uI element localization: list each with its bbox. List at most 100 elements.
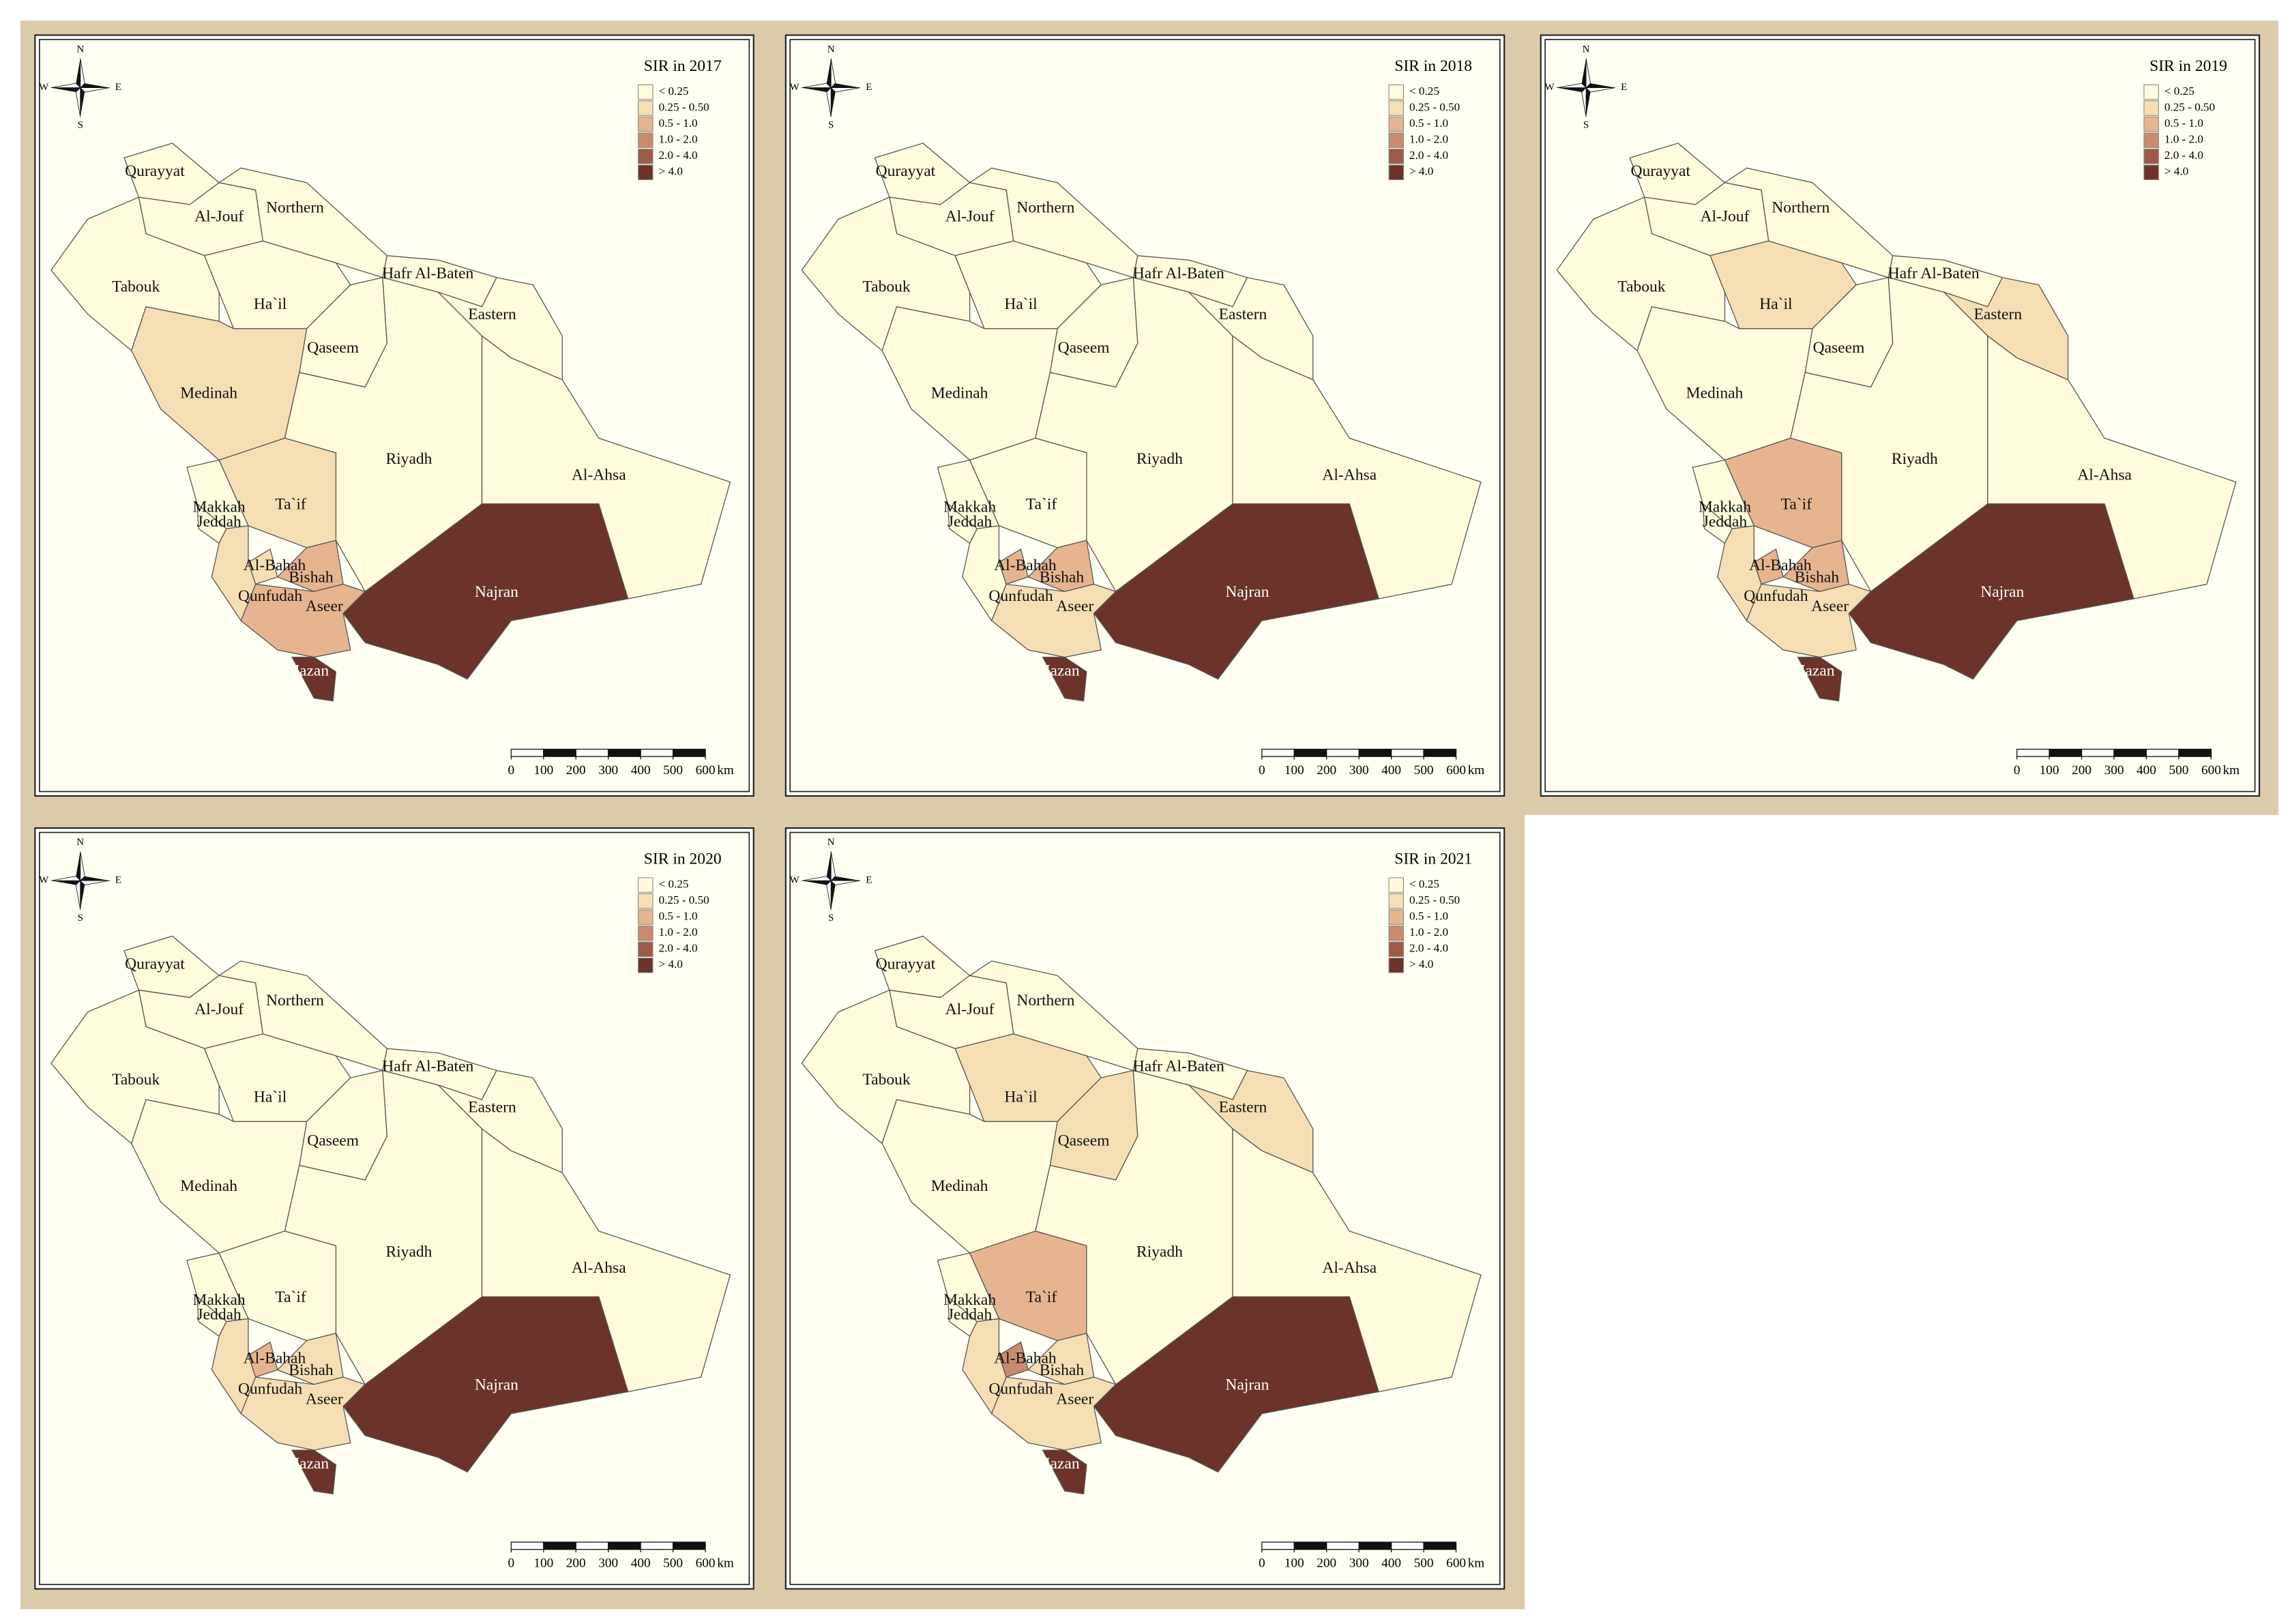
region-label: Qunfudah [988, 587, 1053, 605]
scale-label: 500 [2169, 763, 2188, 778]
region-label: Al-Bahah [244, 557, 306, 574]
region-label: Jeddah [196, 513, 241, 531]
compass-n: N [827, 837, 835, 848]
legend-swatch [1388, 100, 1404, 116]
scale-segment [672, 748, 706, 757]
scale-unit: km [717, 763, 734, 778]
scale-label: 200 [1317, 763, 1336, 778]
legend-swatch [2143, 100, 2159, 116]
region-label: Eastern [468, 1099, 516, 1117]
region-label: Northern [266, 199, 324, 217]
scale-unit: km [1468, 763, 1485, 778]
compass-e: E [115, 82, 121, 93]
region-label: Al-Ahsa [572, 1259, 626, 1277]
compass-n: N [1583, 44, 1590, 55]
scale-unit: km [2223, 763, 2240, 778]
map-panel: Qurayyat Al-Jouf Northern Tabouk Ha`il Hafr A… [784, 827, 1506, 1590]
scale-label: 0 [508, 1556, 515, 1571]
scale-segment [2016, 748, 2050, 757]
region-label: Jeddah [948, 1306, 993, 1324]
scale-segment [640, 1541, 674, 1550]
region-label: Najran [475, 583, 518, 601]
compass-e: E [115, 875, 121, 886]
scale-label: 400 [631, 763, 651, 778]
scale-segment [575, 748, 609, 757]
compass-w: W [39, 82, 49, 93]
region-label: Qunfudah [1744, 587, 1808, 605]
legend-label: > 4.0 [659, 165, 683, 178]
scale-segment [1326, 748, 1360, 757]
compass-star-light [1557, 58, 1615, 117]
region-label: Tabouk [862, 278, 911, 295]
region-label: Eastern [1219, 306, 1267, 323]
scale-label: 100 [1285, 763, 1304, 778]
legend-label: > 4.0 [659, 958, 683, 971]
legend-label: 2.0 - 4.0 [1409, 942, 1448, 955]
scale-label: 300 [1349, 763, 1369, 778]
region-label: Ha`il [1759, 295, 1793, 313]
region-label: Eastern [1219, 1099, 1267, 1117]
region-label: Riyadh [1136, 1243, 1183, 1260]
region-label: Najran [475, 1376, 518, 1393]
compass-star-light [50, 851, 110, 911]
region [211, 525, 256, 622]
region-label: Jazan [1044, 1455, 1080, 1473]
scale-segment [1326, 1541, 1360, 1550]
scale-segment [1423, 1541, 1457, 1550]
scale-label: 500 [663, 763, 683, 778]
panel-title: SIR in 2019 [2149, 57, 2227, 75]
legend-swatch [638, 116, 654, 132]
region-label: Medinah [1686, 385, 1744, 402]
legend-swatch [1388, 84, 1404, 100]
region-label: Al-Jouf [194, 1001, 244, 1018]
region-label: Qurayyat [125, 162, 185, 180]
region-label: Jeddah [196, 1306, 241, 1324]
region-label: Najran [1225, 1376, 1269, 1393]
legend-label: 0.5 - 1.0 [659, 117, 698, 130]
compass-n: N [76, 837, 84, 848]
region-label: Qurayyat [876, 956, 936, 973]
region-label: Aseer [1811, 597, 1849, 615]
region-label: Medinah [180, 1177, 237, 1195]
legend-label: 0.5 - 1.0 [1409, 910, 1448, 923]
scale-label: 500 [1414, 1556, 1434, 1571]
scale-segment [1390, 1541, 1424, 1550]
scale-label: 300 [1349, 1556, 1369, 1571]
compass-star-light [50, 58, 110, 117]
scale-segment [2178, 748, 2212, 757]
scale-segment [2081, 748, 2115, 757]
compass-e: E [866, 875, 872, 886]
region-label: Riyadh [1892, 450, 1938, 468]
region-label: Makkah [193, 1291, 246, 1309]
compass-w: W [790, 82, 800, 93]
legend-swatch [1388, 148, 1404, 164]
scale-label: 0 [1259, 763, 1265, 778]
scale-label: 100 [1285, 1556, 1304, 1571]
region [276, 540, 344, 592]
legend-label: 2.0 - 4.0 [2164, 149, 2203, 162]
region-label: Najran [1980, 583, 2024, 601]
legend-label: > 4.0 [2164, 165, 2188, 178]
region-label: Najran [1225, 583, 1269, 601]
region [1042, 1449, 1087, 1495]
compass-n: N [76, 44, 84, 55]
legend-label: < 0.25 [659, 85, 689, 98]
map-panel: Qurayyat Al-Jouf Northern Tabouk Ha`il Hafr A… [34, 827, 754, 1590]
region-label: Medinah [180, 385, 237, 402]
legend-swatch [2143, 164, 2159, 181]
legend-label: 1.0 - 2.0 [1409, 133, 1448, 146]
legend-swatch [1388, 941, 1404, 957]
scale-label: 600 [696, 763, 716, 778]
region-label: Makkah [193, 499, 246, 516]
region-label: Tabouk [112, 1071, 160, 1089]
legend-label: < 0.25 [1409, 877, 1439, 890]
region-label: Makkah [943, 1291, 996, 1309]
region-label: Al-Jouf [945, 1001, 995, 1018]
region-label: Makkah [1699, 499, 1751, 516]
region-label: Hafr Al-Baten [382, 265, 473, 282]
region-label: Northern [1016, 992, 1074, 1009]
compass-n: N [827, 44, 835, 55]
scale-label: 100 [533, 1556, 553, 1571]
region-label: Al-Ahsa [2077, 466, 2132, 484]
region-label: Bishah [289, 568, 334, 586]
